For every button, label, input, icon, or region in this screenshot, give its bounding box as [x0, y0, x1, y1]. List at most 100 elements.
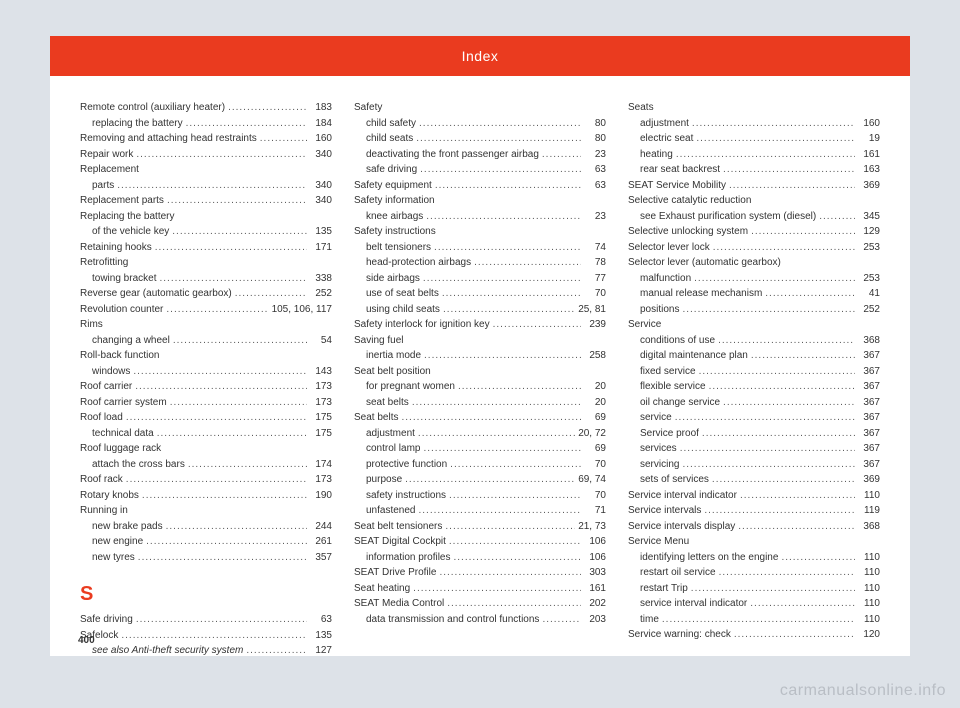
page-ref: 80 [584, 131, 606, 147]
page-ref: 261 [310, 534, 332, 550]
page-ref: 110 [858, 612, 880, 628]
index-label: manual release mechanism [628, 286, 762, 302]
index-heading: Service Menu [628, 534, 880, 550]
index-entry: side airbags 77 [354, 271, 606, 287]
page-ref: 69 [584, 410, 606, 426]
page-ref: 69 [584, 441, 606, 457]
index-entry: windows143 [80, 364, 332, 380]
index-label: Running in [80, 503, 128, 519]
index-heading: Replacing the battery [80, 209, 332, 225]
index-label: heating [628, 147, 673, 163]
index-entry: belt tensioners74 [354, 240, 606, 256]
index-label: for pregnant women [354, 379, 455, 395]
leader-dots [682, 457, 855, 473]
index-label: knee airbags [354, 209, 423, 225]
leader-dots [493, 317, 581, 333]
index-label: information profiles [354, 550, 450, 566]
leader-dots [542, 147, 581, 163]
index-label: oil change service [628, 395, 720, 411]
index-entry: Replacement parts340 [80, 193, 332, 209]
leader-dots [424, 348, 581, 364]
page-ref: 367 [858, 457, 880, 473]
page-ref: 80 [584, 116, 606, 132]
index-entry: Service interval indicator110 [628, 488, 880, 504]
index-label: electric seat [628, 131, 693, 147]
page-ref: 190 [310, 488, 332, 504]
leader-dots [718, 333, 855, 349]
page-ref: 77 [584, 271, 606, 287]
leader-dots [453, 550, 581, 566]
index-content: Remote control (auxiliary heater)183repl… [50, 76, 910, 669]
index-label: restart oil service [628, 565, 716, 581]
leader-dots [173, 333, 307, 349]
leader-dots [159, 271, 307, 287]
index-entry: servicing367 [628, 457, 880, 473]
index-label: protective function [354, 457, 447, 473]
leader-dots [142, 488, 307, 504]
index-label: side airbags [354, 271, 420, 287]
leader-dots [751, 224, 855, 240]
index-label: data transmission and control functions [354, 612, 539, 628]
index-entry: child safety 80 [354, 116, 606, 132]
index-label: Remote control (auxiliary heater) [80, 100, 225, 116]
leader-dots [416, 131, 581, 147]
index-entry: positions252 [628, 302, 880, 318]
leader-dots [676, 147, 855, 163]
watermark: carmanualsonline.info [780, 682, 946, 700]
index-label: service interval indicator [628, 596, 747, 612]
index-heading: Selective catalytic reduction [628, 193, 880, 209]
page-ref: 369 [858, 178, 880, 194]
index-entry: oil change service367 [628, 395, 880, 411]
index-entry: new engine261 [80, 534, 332, 550]
index-heading: Safety instructions [354, 224, 606, 240]
leader-dots [751, 348, 855, 364]
leader-dots [680, 441, 855, 457]
index-entry: protective function70 [354, 457, 606, 473]
index-label: Roof load [80, 410, 123, 426]
leader-dots [157, 426, 307, 442]
index-label: Selective unlocking system [628, 224, 748, 240]
leader-dots [418, 426, 575, 442]
index-label: control lamp [354, 441, 420, 457]
index-label: Service intervals display [628, 519, 735, 535]
index-entry: knee airbags23 [354, 209, 606, 225]
leader-dots [419, 503, 582, 519]
index-label: using child seats [354, 302, 440, 318]
index-label: windows [80, 364, 130, 380]
index-entry: digital maintenance plan367 [628, 348, 880, 364]
page-ref: 110 [858, 581, 880, 597]
index-label: replacing the battery [80, 116, 183, 132]
leader-dots [172, 224, 307, 240]
leader-dots [439, 565, 581, 581]
leader-dots [449, 488, 581, 504]
index-entry: inertia mode258 [354, 348, 606, 364]
page-ref: 173 [310, 379, 332, 395]
index-label: fixed service [628, 364, 696, 380]
leader-dots [435, 178, 581, 194]
leader-dots [704, 503, 855, 519]
index-label: adjustment [628, 116, 689, 132]
page-ref: 19 [858, 131, 880, 147]
leader-dots [188, 457, 307, 473]
page-ref: 20, 72 [578, 426, 606, 442]
index-label: Replacement [80, 162, 139, 178]
index-label: see Exhaust purification system (diesel) [628, 209, 816, 225]
page-ref: 367 [858, 379, 880, 395]
page-ref: 41 [858, 286, 880, 302]
page-ref: 340 [310, 193, 332, 209]
leader-dots [413, 581, 581, 597]
leader-dots [401, 410, 581, 426]
index-label: Service interval indicator [628, 488, 737, 504]
index-label: child safety [354, 116, 416, 132]
page-ref: 174 [310, 457, 332, 473]
page: Index Remote control (auxiliary heater)1… [50, 36, 910, 656]
leader-dots [121, 628, 307, 644]
page-ref: 367 [858, 410, 880, 426]
index-label: SEAT Service Mobility [628, 178, 726, 194]
index-label: new brake pads [80, 519, 163, 535]
leader-dots [146, 534, 307, 550]
index-entry: Roof rack173 [80, 472, 332, 488]
leader-dots [675, 410, 855, 426]
index-label: belt tensioners [354, 240, 431, 256]
leader-dots [443, 302, 575, 318]
